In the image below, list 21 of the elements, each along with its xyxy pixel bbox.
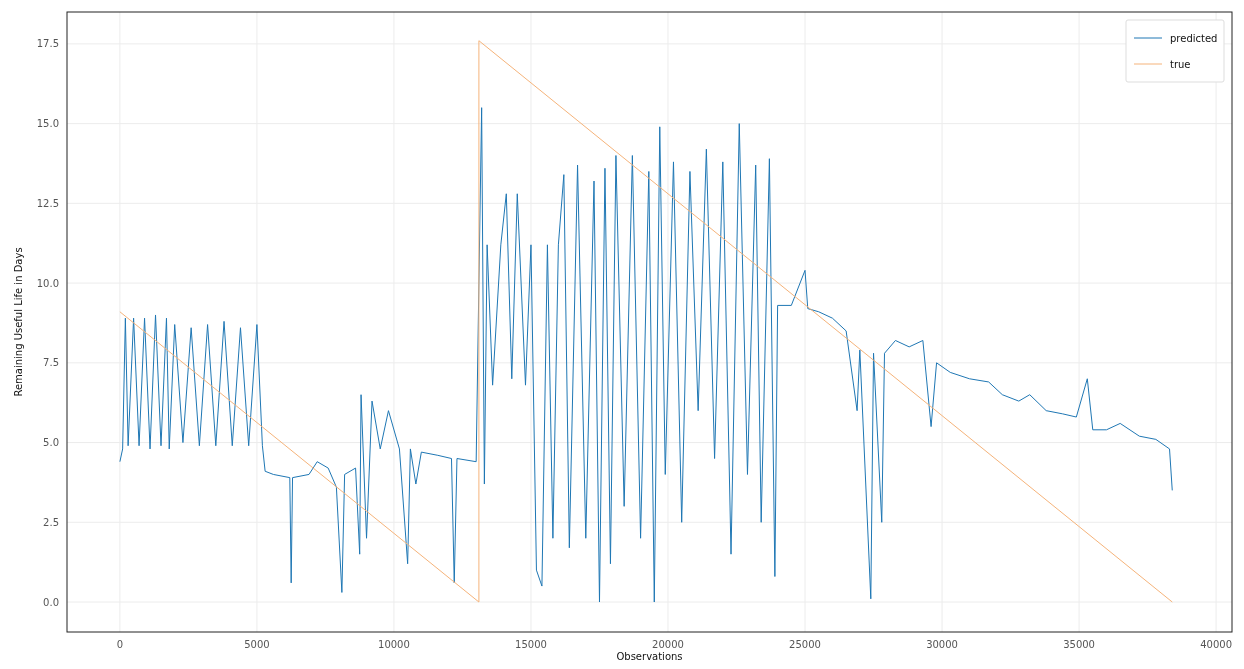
x-tick-label: 20000	[652, 639, 684, 650]
x-axis-title: Observations	[616, 651, 683, 662]
x-tick-label: 30000	[926, 639, 958, 650]
y-tick-label: 12.5	[36, 197, 59, 209]
y-tick-label: 2.5	[43, 516, 59, 528]
y-tick-label: 0.0	[43, 596, 59, 608]
x-tick-label: 10000	[378, 639, 410, 650]
x-tick-label: 0	[116, 639, 124, 650]
y-tick-label: 15.0	[36, 118, 59, 130]
y-tick-label: 5.0	[43, 437, 59, 449]
legend-label: predicted	[1170, 33, 1218, 44]
y-axis-title: Remaining Useful Life in Days	[13, 247, 24, 397]
x-tick-label: 35000	[1063, 639, 1095, 650]
x-tick-label: 25000	[789, 639, 821, 650]
y-tick-label: 17.5	[36, 38, 59, 50]
x-tick-label: 15000	[515, 639, 547, 650]
x-tick-label: 40000	[1200, 639, 1233, 650]
y-tick-label: 10.0	[36, 277, 59, 289]
x-tick-label: 5000	[244, 639, 270, 650]
legend-label: true	[1170, 59, 1191, 70]
y-tick-label: 7.5	[43, 357, 59, 369]
